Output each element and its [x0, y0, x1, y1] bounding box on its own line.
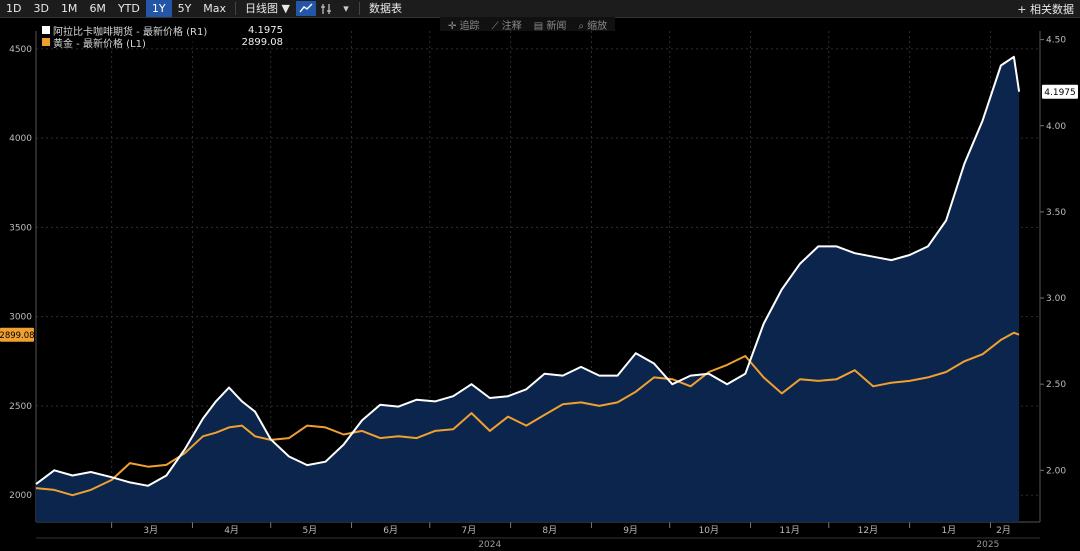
tool-label: 新闻 [546, 21, 567, 32]
month-label: 5月 [302, 525, 317, 536]
right-axis-tick-label: 3.00 [1046, 294, 1066, 304]
coffee-area-fill [36, 56, 1020, 523]
compare-icon[interactable] [316, 1, 336, 16]
month-label: 11月 [779, 525, 799, 536]
left-axis-tick-label: 4500 [9, 45, 32, 55]
legend-swatch [42, 26, 50, 34]
track-icon: ✛ [448, 21, 460, 32]
period-max[interactable]: Max [203, 2, 227, 15]
related-data-button[interactable]: + 相关数据 [1017, 2, 1074, 16]
period-1m[interactable]: 1M [60, 2, 78, 15]
right-axis-tick-label: 4.50 [1046, 36, 1066, 46]
legend-item[interactable]: 黄金 - 最新价格 (L1) 2899.08 [42, 36, 283, 50]
data-table-button[interactable]: 数据表 [369, 2, 403, 15]
coffee-series-line [35, 55, 1021, 487]
legend-value: 4.1975 [248, 24, 283, 36]
month-label: 1月 [941, 525, 956, 536]
tool-label: 追踪 [459, 21, 480, 32]
year-label: 2024 [478, 540, 501, 550]
legend-item[interactable]: 阿拉比卡咖啡期货 - 最新价格 (R1) 4.1975 [42, 24, 283, 38]
gold-last-value-label: 2899.08 [0, 331, 35, 341]
tool-label: 缩放 [587, 21, 608, 32]
period-3d[interactable]: 3D [33, 2, 49, 15]
period-1d[interactable]: 1D [6, 2, 22, 15]
month-label: 8月 [542, 525, 557, 536]
legend-swatch [42, 38, 50, 46]
gold-series-line [35, 331, 1020, 497]
right-axis-tick-label: 4.00 [1046, 122, 1066, 132]
left-axis-tick-label: 2500 [9, 402, 32, 412]
month-label: 10月 [699, 525, 719, 536]
legend-value: 2899.08 [241, 36, 283, 48]
month-label: 7月 [462, 525, 477, 536]
toolbar-divider [359, 2, 361, 15]
month-label: 12月 [858, 525, 878, 536]
legend-name: 黄金 - 最新价格 (L1) [53, 38, 146, 50]
legend-name: 阿拉比卡咖啡期货 - 最新价格 (R1) [53, 26, 208, 38]
tool-zoom-button[interactable]: ⌕ 缩放 [578, 17, 608, 32]
period-ytd[interactable]: YTD [117, 2, 140, 15]
zoom-icon: ⌕ [578, 21, 588, 32]
month-label: 6月 [383, 525, 398, 536]
chart-tools: ✛ 追踪 ⟋ 注释 ▤ 新闻 ⌕ 缩放 [440, 17, 616, 32]
chart-toolbar: 1D 3D 1M 6M YTD 1Y 5Y Max 日线图 ▼ ▾ 数据表 + 相关数据 [0, 0, 1080, 18]
period-6m[interactable]: 6M [89, 2, 106, 15]
coffee-last-value-label: 4.1975 [1044, 88, 1076, 98]
right-axis-tick-label: 2.50 [1046, 380, 1066, 390]
right-axis-tick-label: 2.00 [1046, 466, 1066, 476]
dropdown-icon[interactable]: ▾ [343, 2, 349, 15]
tool-label: 注释 [501, 21, 522, 32]
month-label: 9月 [623, 525, 638, 536]
coffee-last-value-badge [1042, 84, 1078, 99]
left-axis-tick-label: 2000 [9, 491, 32, 501]
gold-last-value-badge [0, 327, 34, 342]
left-axis-tick-label: 4000 [9, 134, 32, 144]
news-icon: ▤ [533, 21, 547, 32]
tool-news-button[interactable]: ▤ 新闻 [533, 17, 567, 32]
toolbar-divider [235, 2, 237, 15]
line-chart-icon[interactable] [296, 1, 317, 16]
month-label: 4月 [224, 525, 239, 536]
chart-legend: 阿拉比卡咖啡期货 - 最新价格 (R1) 4.1975 黄金 - 最新价格 (L1)… [42, 24, 283, 50]
tool-track-button[interactable]: ✛ 追踪 [448, 17, 480, 32]
left-axis-tick-label: 3500 [9, 223, 32, 233]
left-axis-tick-label: 3000 [9, 313, 32, 323]
month-label: 3月 [143, 525, 158, 536]
chart-type-dropdown[interactable]: 日线图 ▼ [245, 2, 291, 15]
period-5y[interactable]: 5Y [177, 2, 192, 15]
year-label: 2025 [976, 540, 999, 550]
month-label: 2月 [996, 525, 1011, 536]
period-1y[interactable]: 1Y [145, 0, 172, 17]
period-selector: 1D 3D 1M 6M YTD 1Y 5Y Max [0, 0, 232, 17]
annotate-icon: ⟋ [491, 21, 502, 32]
right-axis-tick-label: 3.50 [1046, 208, 1066, 218]
tool-annotate-button[interactable]: ⟋ 注释 [491, 17, 522, 32]
